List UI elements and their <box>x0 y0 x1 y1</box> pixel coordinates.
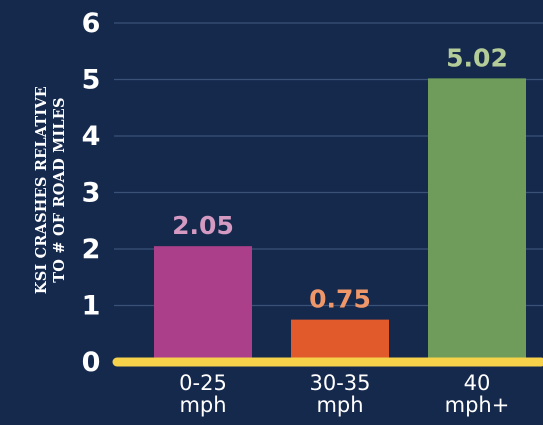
y-tick-label-1: 1 <box>82 291 101 322</box>
x-tick-label-0-line-1: 0-25 <box>179 371 227 395</box>
x-tick-label-1-line-1: 30-35 <box>309 371 370 395</box>
bar-value-label-0: 2.05 <box>172 211 234 240</box>
bar-1 <box>291 319 389 362</box>
bar-value-label-1: 0.75 <box>309 285 371 314</box>
y-tick-label-3: 3 <box>82 178 101 209</box>
y-tick-label-2: 2 <box>82 234 101 265</box>
x-tick-label-0-line-2: mph <box>179 393 226 417</box>
bar-value-label-2: 5.02 <box>446 43 508 72</box>
y-tick-label-6: 6 <box>82 8 101 39</box>
bar-0 <box>154 246 252 362</box>
y-tick-label-5: 5 <box>82 65 101 96</box>
x-tick-label-1-line-2: mph <box>316 393 363 417</box>
x-tick-label-2-line-1: 40 <box>464 371 491 395</box>
y-tick-label-0: 0 <box>82 347 101 378</box>
bar-2 <box>428 78 526 363</box>
x-tick-label-2-line-2: mph+ <box>445 393 510 417</box>
y-tick-label-4: 4 <box>82 121 101 152</box>
